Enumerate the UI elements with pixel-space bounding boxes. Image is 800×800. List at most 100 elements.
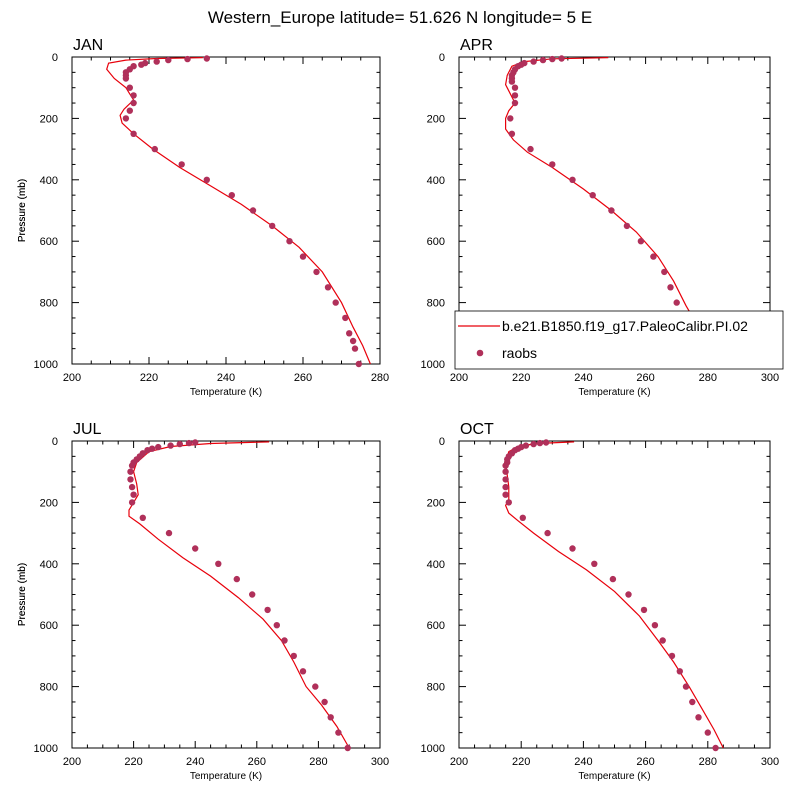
panel-title: APR — [460, 37, 493, 54]
raobs-point — [651, 622, 659, 629]
raobs-point — [342, 314, 349, 322]
raobs-point — [203, 176, 210, 183]
y-tick-label: 600 — [427, 620, 445, 632]
x-tick-label: 260 — [248, 756, 266, 768]
raobs-point — [511, 92, 519, 99]
y-tick-label: 200 — [427, 497, 445, 509]
raobs-point — [549, 161, 556, 168]
x-tick-label: 280 — [309, 756, 327, 768]
raobs-point — [299, 668, 307, 675]
panel-jul: 200 220 240 260 280 300 0 200 400 600 800 1000 JUL Te… — [17, 421, 389, 782]
x-axis-title: Temperature (K) — [578, 387, 650, 398]
x-tick-label: 260 — [636, 756, 654, 768]
raobs-point — [165, 529, 173, 537]
raobs-point — [165, 56, 172, 64]
raobs-point — [640, 606, 648, 614]
y-tick-label: 600 — [40, 620, 58, 632]
raobs-point — [203, 55, 210, 62]
legend-label-model: b.e21.B1850.f19_g17.PaleoCalibr.PI.02 — [502, 318, 748, 334]
raobs-point — [299, 253, 307, 260]
raobs-point — [704, 729, 711, 736]
panel-jan: 200 220 240 260 280 0 200 400 600 800 1000 JAN Tempe… — [17, 37, 389, 398]
legend-label-raobs: raobs — [502, 345, 537, 361]
raobs-point — [623, 222, 631, 230]
raobs-point — [228, 192, 235, 199]
raobs-point — [332, 299, 339, 306]
y-tick-label: 200 — [40, 497, 58, 509]
raobs-point — [122, 115, 130, 122]
raobs-point — [128, 462, 136, 469]
y-tick-label: 800 — [40, 298, 58, 310]
raobs-point — [346, 330, 353, 337]
x-axis-title: Temperature (K) — [190, 387, 262, 398]
legend-box — [454, 310, 784, 370]
x-tick-label: 280 — [371, 372, 389, 384]
raobs-point — [608, 207, 615, 214]
raobs-point — [313, 268, 320, 276]
model-profile-line — [128, 441, 350, 749]
raobs-point — [127, 468, 134, 475]
panel-title: OCT — [460, 421, 494, 438]
x-tick-label: 200 — [450, 372, 468, 384]
raobs-point — [502, 476, 509, 483]
x-tick-label: 220 — [140, 372, 158, 384]
raobs-point — [502, 491, 509, 498]
raobs-point — [502, 462, 509, 469]
raobs-point — [536, 439, 544, 447]
raobs-point — [502, 468, 509, 475]
raobs-point — [625, 591, 632, 598]
raobs-point — [184, 55, 191, 63]
raobs-point — [327, 714, 334, 721]
x-tick-label: 260 — [636, 372, 654, 384]
raobs-point — [178, 161, 185, 168]
raobs-point — [668, 652, 676, 660]
raobs-point — [519, 514, 526, 521]
raobs-point — [139, 514, 146, 521]
legend: b.e21.B1850.f19_g17.PaleoCalibr.PI.02rao… — [454, 310, 784, 370]
raobs-point — [712, 744, 719, 752]
model-profile-line — [504, 57, 718, 365]
y-axis-title: Pressure (mb) — [17, 179, 28, 242]
x-tick-label: 240 — [574, 372, 592, 384]
x-tick-label: 220 — [512, 372, 530, 384]
raobs-point — [349, 337, 357, 345]
raobs-point — [153, 58, 160, 65]
x-tick-label: 260 — [294, 372, 312, 384]
y-tick-label: 200 — [427, 113, 445, 125]
raobs-point — [128, 499, 136, 506]
x-tick-label: 220 — [512, 756, 530, 768]
raobs-point — [591, 560, 598, 567]
y-axis-title: Pressure (mb) — [17, 179, 28, 242]
raobs-point — [130, 99, 137, 107]
raobs-point — [549, 55, 556, 63]
raobs-point — [281, 637, 288, 644]
raobs-point — [569, 545, 576, 552]
raobs-point — [192, 439, 199, 446]
raobs-point — [609, 575, 617, 583]
raobs-point — [324, 284, 332, 291]
raobs-point — [264, 606, 271, 614]
raobs-point — [637, 238, 645, 245]
raobs-point — [530, 440, 537, 448]
raobs-point — [544, 529, 551, 537]
raobs-point — [233, 575, 240, 583]
panel-title: JAN — [73, 37, 103, 54]
y-tick-label: 0 — [439, 436, 445, 448]
raobs-point — [673, 299, 680, 306]
y-tick-label: 800 — [40, 682, 58, 694]
raobs-point — [508, 130, 516, 137]
raobs-point — [151, 145, 158, 153]
raobs-point — [127, 476, 134, 483]
y-tick-label: 0 — [52, 52, 58, 64]
plot-frame — [71, 440, 381, 749]
raobs-point — [155, 443, 162, 451]
raobs-point — [682, 683, 690, 690]
raobs-point — [661, 268, 668, 276]
y-tick-label: 400 — [40, 175, 58, 187]
raobs-point — [269, 222, 276, 230]
raobs-point — [344, 744, 351, 752]
raobs-point — [355, 360, 362, 368]
y-tick-label: 1000 — [34, 359, 58, 371]
raobs-point — [128, 483, 136, 491]
y-tick-label: 800 — [427, 298, 445, 310]
